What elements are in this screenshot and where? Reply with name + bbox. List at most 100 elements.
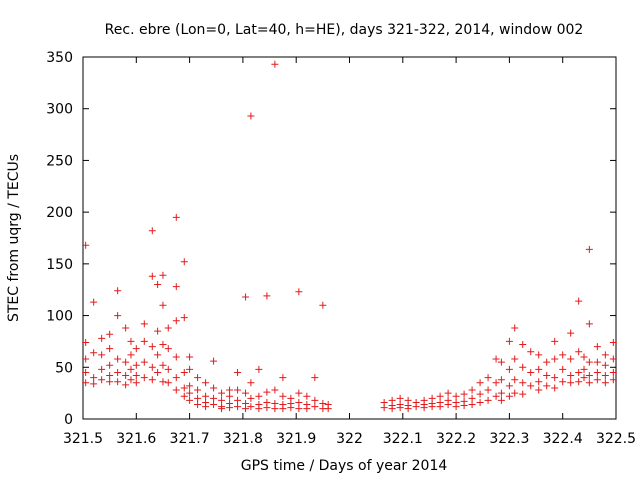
x-tick-label: 321.9 [276, 431, 316, 447]
data-point [242, 293, 250, 301]
data-point [132, 361, 140, 369]
data-point [159, 271, 167, 279]
data-point [90, 380, 98, 388]
data-point [127, 337, 135, 345]
data-point [180, 384, 188, 392]
data-point [519, 363, 527, 371]
data-point [159, 378, 167, 386]
data-point [106, 345, 114, 353]
x-tick-label: 322.2 [436, 431, 476, 447]
data-point [543, 382, 551, 390]
data-point [601, 372, 609, 380]
data-point [311, 403, 319, 411]
data-point [263, 388, 271, 396]
data-point [247, 379, 255, 387]
data-point [535, 351, 543, 359]
data-point [609, 338, 617, 346]
data-point [172, 386, 180, 394]
data-point [497, 389, 505, 397]
data-point [180, 258, 188, 266]
data-point [497, 376, 505, 384]
data-point [468, 394, 476, 402]
data-point [388, 405, 396, 413]
data-point [247, 403, 255, 411]
data-point [186, 382, 194, 390]
data-point [114, 312, 122, 320]
data-point [210, 401, 218, 409]
data-point [484, 396, 492, 404]
y-tick-label: 350 [46, 50, 73, 66]
data-point [122, 381, 130, 389]
data-point [154, 368, 162, 376]
data-point [210, 394, 218, 402]
data-point [396, 404, 404, 412]
data-point [497, 396, 505, 404]
data-point [82, 338, 90, 346]
data-point [319, 301, 327, 309]
data-point [511, 355, 519, 363]
data-point [90, 374, 98, 382]
data-point [295, 405, 303, 413]
data-point [226, 386, 234, 394]
data-point [511, 389, 519, 397]
data-point [122, 358, 130, 366]
data-point [505, 337, 513, 345]
data-point [580, 374, 588, 382]
data-point [497, 358, 505, 366]
data-point [476, 390, 484, 398]
data-point [567, 329, 575, 337]
data-point [202, 392, 210, 400]
data-point [295, 288, 303, 296]
data-point [164, 365, 172, 373]
data-point [132, 372, 140, 380]
data-point [98, 365, 106, 373]
data-point [585, 245, 593, 253]
data-point [551, 384, 559, 392]
data-point [255, 405, 263, 413]
data-point [476, 379, 484, 387]
data-point [535, 365, 543, 373]
data-point [380, 404, 388, 412]
data-point [180, 392, 188, 400]
data-point [519, 341, 527, 349]
data-point [172, 353, 180, 361]
data-point [601, 351, 609, 359]
data-point [559, 351, 567, 359]
y-tick-label: 250 [46, 153, 73, 169]
data-point [106, 378, 114, 386]
x-tick-label: 322 [336, 431, 363, 447]
data-point [468, 386, 476, 394]
data-point [164, 324, 172, 332]
data-point [585, 358, 593, 366]
x-tick-label: 322.3 [489, 431, 529, 447]
data-point [428, 403, 436, 411]
data-point [114, 355, 122, 363]
data-point [159, 361, 167, 369]
y-axis: 0 50 100 150 200 250 300 350 [46, 50, 616, 428]
data-point [575, 368, 583, 376]
data-point [295, 398, 303, 406]
data-point [609, 368, 617, 376]
data-point [436, 392, 444, 400]
data-point [593, 368, 601, 376]
data-point [609, 355, 617, 363]
data-point [585, 372, 593, 380]
data-point [127, 376, 135, 384]
data-point [580, 353, 588, 361]
data-point [543, 372, 551, 380]
data-point [484, 374, 492, 382]
data-point [551, 355, 559, 363]
data-point [255, 365, 263, 373]
data-point [186, 365, 194, 373]
data-point [527, 368, 535, 376]
data-point [194, 394, 202, 402]
data-point [585, 320, 593, 328]
data-point [444, 401, 452, 409]
data-point [202, 379, 210, 387]
data-point [460, 402, 468, 410]
data-point [172, 374, 180, 382]
x-axis: 321.5 321.6 321.7 321.8 321.9 322 322.1 322.2 32… [63, 57, 636, 447]
data-point [263, 292, 271, 300]
data-point [505, 392, 513, 400]
data-point [543, 358, 551, 366]
